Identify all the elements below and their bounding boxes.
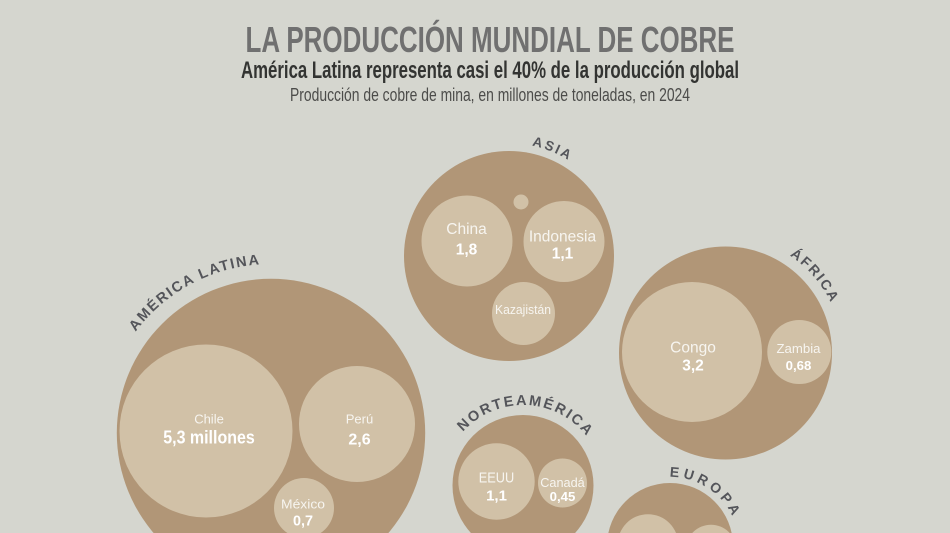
svg-text:Chile: Chile [194,412,224,427]
svg-text:EEUU: EEUU [479,470,515,487]
svg-text:1,8: 1,8 [456,242,478,259]
svg-text:1,1: 1,1 [552,246,574,263]
svg-text:América Latina representa casi: América Latina representa casi el 40% de… [241,57,739,84]
svg-text:0,68: 0,68 [786,358,812,373]
svg-text:Congo: Congo [670,340,716,357]
svg-text:3,2: 3,2 [682,358,704,375]
svg-text:Perú: Perú [346,412,373,427]
svg-text:0,7: 0,7 [293,514,313,530]
svg-text:Zambia: Zambia [777,341,822,356]
svg-text:1,1: 1,1 [486,488,507,505]
svg-text:Indonesia: Indonesia [529,229,597,246]
svg-text:México: México [281,496,325,511]
svg-text:Canadá: Canadá [540,475,585,490]
svg-text:China: China [446,221,487,238]
svg-text:LA PRODUCCIÓN MUNDIAL DE COBRE: LA PRODUCCIÓN MUNDIAL DE COBRE [246,18,735,60]
svg-text:5,3 millones: 5,3 millones [163,428,255,448]
svg-text:Kazajistán: Kazajistán [495,302,551,317]
svg-text:Producción de cobre de mina, e: Producción de cobre de mina, en millones… [290,85,690,105]
svg-text:0,45: 0,45 [550,489,576,504]
svg-text:2,6: 2,6 [348,432,370,449]
